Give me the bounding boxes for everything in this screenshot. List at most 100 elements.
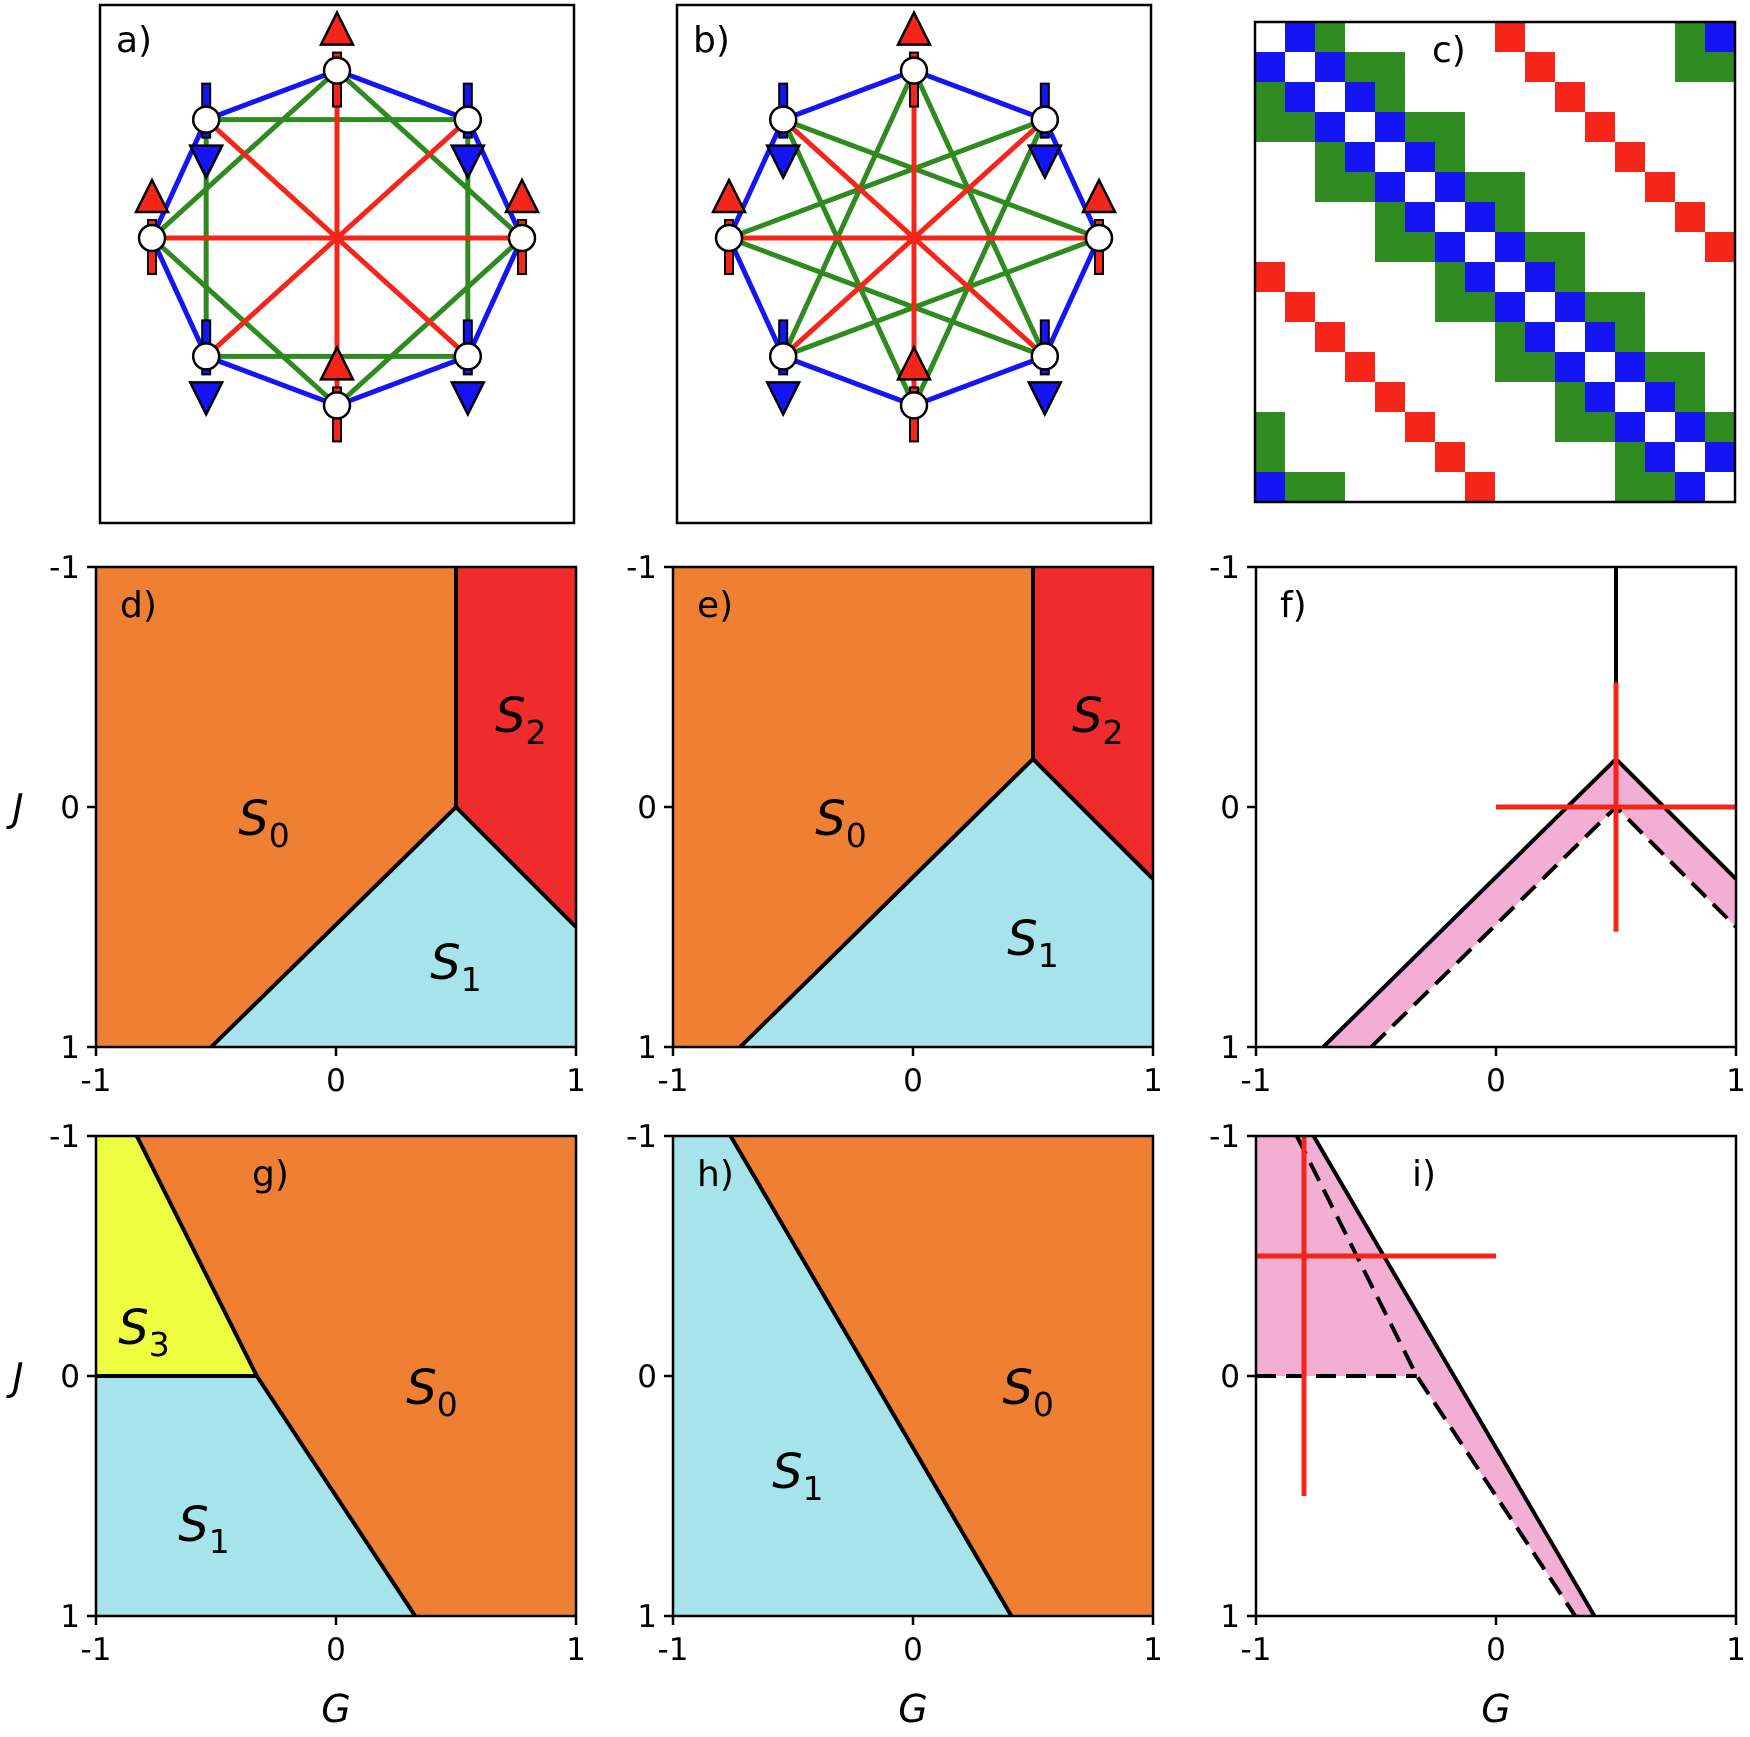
region-s1 bbox=[211, 807, 576, 1047]
spin-up-arrow-icon bbox=[133, 177, 171, 214]
panel-frame bbox=[98, 3, 576, 525]
matrix-cell bbox=[1555, 82, 1585, 112]
spin-up-arrow-icon bbox=[895, 344, 933, 381]
matrix-cell bbox=[1465, 472, 1495, 502]
site-node bbox=[768, 342, 798, 371]
spin-down-arrow-icon bbox=[1026, 144, 1063, 181]
site-node bbox=[322, 391, 352, 420]
panel-e-phase-diagram: S0 S2 S1 e) -1 -1 0 0 1 1 bbox=[626, 550, 1163, 1099]
x-tick-label: 1 bbox=[1726, 1632, 1746, 1668]
matrix-cell bbox=[1525, 352, 1555, 382]
x-axis-label: G bbox=[1481, 1687, 1510, 1731]
matrix-cell bbox=[1405, 202, 1435, 232]
y-tick-label: 0 bbox=[637, 1359, 657, 1395]
matrix-cell bbox=[1345, 82, 1375, 112]
region-label-s2: S2 bbox=[1072, 688, 1123, 752]
panel-label: a) bbox=[116, 20, 152, 61]
x-tick-label: 0 bbox=[326, 1063, 346, 1099]
region-s1 bbox=[740, 759, 1153, 1047]
matrix-cell bbox=[1315, 112, 1345, 142]
matrix-cell bbox=[1315, 172, 1345, 202]
spin-up-arrow-icon bbox=[503, 177, 541, 214]
panel-label: f) bbox=[1280, 585, 1307, 626]
region-s2 bbox=[1033, 567, 1153, 879]
matrix-cell bbox=[1255, 112, 1285, 142]
x-tick-label: -1 bbox=[1241, 1063, 1272, 1099]
panel-b-chain-diagram: b) bbox=[675, 3, 1153, 525]
matrix-cell bbox=[1675, 382, 1705, 412]
matrix-cell bbox=[1645, 382, 1675, 412]
x-tick-label: 1 bbox=[566, 1632, 586, 1668]
phase-boundary bbox=[255, 1374, 417, 1618]
region-s0 bbox=[730, 1136, 1153, 1616]
bond-nearest-neighbor bbox=[782, 68, 915, 122]
matrix-cell bbox=[1675, 472, 1705, 502]
bond-nearest-neighbor bbox=[336, 68, 469, 122]
matrix-cell bbox=[1705, 442, 1735, 472]
bond-nearest-neighbor bbox=[726, 236, 786, 358]
label-backdrop bbox=[1428, 26, 1484, 74]
uncertainty-band bbox=[1323, 759, 1736, 1047]
y-tick-label: 1 bbox=[60, 1030, 80, 1066]
matrix-cell bbox=[1405, 412, 1435, 442]
site-node bbox=[899, 391, 929, 420]
y-tick-label: -1 bbox=[1209, 550, 1240, 586]
x-tick-label: 0 bbox=[326, 1632, 346, 1668]
region-s0 bbox=[96, 567, 456, 1047]
bond-nearest-neighbor bbox=[782, 354, 915, 408]
region-s0 bbox=[136, 1136, 577, 1616]
matrix-cell bbox=[1675, 52, 1705, 82]
matrix-cell bbox=[1555, 292, 1585, 322]
matrix-cell bbox=[1705, 52, 1735, 82]
site-node bbox=[322, 56, 352, 85]
matrix-cell bbox=[1465, 292, 1495, 322]
region-s0 bbox=[673, 567, 1033, 1047]
region-label-s0: S0 bbox=[815, 791, 866, 855]
site-node bbox=[1030, 105, 1060, 134]
matrix-cell bbox=[1585, 412, 1615, 442]
site-node bbox=[507, 223, 537, 253]
panel-frame bbox=[1253, 20, 1737, 504]
matrix-cell bbox=[1435, 172, 1465, 202]
matrix-cell bbox=[1555, 352, 1585, 382]
x-tick-label: 0 bbox=[1486, 1063, 1506, 1099]
panel-label: h) bbox=[697, 1154, 734, 1195]
matrix-cell bbox=[1315, 142, 1345, 172]
matrix-cell bbox=[1435, 112, 1465, 142]
bond-nearest-neighbor bbox=[913, 354, 1046, 408]
spin-up-arrow-icon bbox=[1080, 177, 1118, 214]
region-label-s1: S1 bbox=[430, 935, 481, 999]
bond-third-neighbor bbox=[911, 118, 1048, 407]
x-tick-label: 1 bbox=[1143, 1063, 1163, 1099]
matrix-cell bbox=[1375, 202, 1405, 232]
matrix-cell bbox=[1645, 172, 1675, 202]
x-tick-label: 1 bbox=[566, 1063, 586, 1099]
spin-down-arrow-icon bbox=[1026, 381, 1063, 418]
site-node bbox=[453, 342, 483, 371]
bond-third-neighbor bbox=[782, 235, 1100, 359]
bond-third-neighbor bbox=[911, 69, 1048, 358]
x-tick-label: 0 bbox=[1486, 1632, 1506, 1668]
region-label-s1: S1 bbox=[178, 1497, 229, 1561]
matrix-cell bbox=[1405, 112, 1435, 142]
matrix-cell bbox=[1555, 412, 1585, 442]
matrix-cell bbox=[1525, 52, 1555, 82]
matrix-cell bbox=[1435, 262, 1465, 292]
region-label-s2: S2 bbox=[495, 688, 546, 752]
matrix-cell bbox=[1405, 232, 1435, 262]
matrix-cell bbox=[1465, 262, 1495, 292]
y-tick-label: 1 bbox=[60, 1599, 80, 1635]
site-node bbox=[768, 105, 798, 134]
matrix-cell bbox=[1585, 112, 1615, 142]
region-label-s0: S0 bbox=[1002, 1360, 1053, 1424]
matrix-cell bbox=[1555, 382, 1585, 412]
matrix-cell bbox=[1255, 82, 1285, 112]
bond-nearest-neighbor bbox=[726, 118, 786, 240]
x-tick-label: 1 bbox=[1143, 1632, 1163, 1668]
matrix-cell bbox=[1345, 52, 1375, 82]
matrix-cell bbox=[1255, 442, 1285, 472]
phase-boundary bbox=[728, 1134, 1014, 1618]
matrix-cell bbox=[1285, 472, 1315, 502]
matrix-cell bbox=[1375, 172, 1405, 202]
